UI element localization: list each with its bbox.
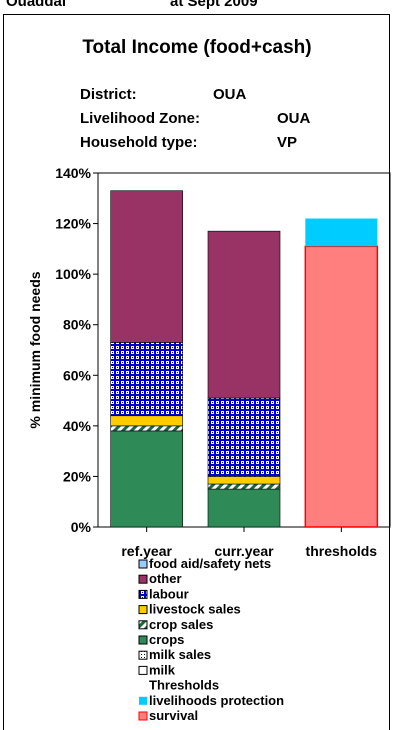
y-tick-label: 80%	[63, 317, 92, 333]
legend-swatch	[138, 711, 148, 721]
legend-label: milk	[149, 662, 176, 677]
bar-segment	[304, 245, 379, 528]
legend-swatch	[139, 696, 147, 705]
y-tick-label: 60%	[63, 367, 92, 383]
legend-swatch	[138, 650, 148, 660]
y-tick-label: 40%	[63, 418, 92, 434]
zone-label: Livelihood Zone:	[80, 110, 200, 127]
legend-label: labour	[149, 586, 189, 601]
chart-title: Total Income (food+cash)	[82, 37, 312, 58]
legend-label: survival	[149, 708, 198, 723]
y-tick-label: 20%	[63, 468, 92, 484]
legend-swatch	[138, 559, 148, 569]
category-label: thresholds	[306, 543, 378, 559]
legend-label: crop sales	[149, 617, 213, 632]
category-label: curr.year	[214, 543, 274, 559]
y-tick-label: 120%	[55, 216, 91, 232]
household-value: VP	[277, 134, 298, 151]
y-tick-label: 0%	[71, 519, 92, 535]
legend-label: livestock sales	[149, 602, 241, 617]
legend-label: other	[149, 571, 182, 586]
bar-segment	[207, 488, 281, 528]
district-label: District:	[80, 86, 137, 103]
header-fragment: Ouaddai at Sept 2009	[0, 0, 394, 13]
bar-segment	[110, 425, 183, 432]
bar-segment	[110, 415, 183, 427]
bar-segment	[110, 190, 183, 343]
legend-swatch	[138, 620, 148, 630]
legend-swatch	[138, 635, 148, 645]
y-tick-label: 140%	[55, 165, 91, 181]
legend-label: crops	[149, 632, 184, 647]
legend-label: milk sales	[149, 647, 211, 662]
bar-segment	[305, 218, 378, 247]
header-fragment-left: Ouaddai	[6, 0, 67, 10]
y-axis-label: % minimum food needs	[27, 271, 43, 428]
zone-value: OUA	[277, 110, 311, 127]
bar-segment	[207, 476, 281, 485]
household-label: Household type:	[80, 134, 198, 151]
bar-segment	[110, 342, 183, 417]
y-tick-label: 100%	[55, 266, 91, 282]
legend-label: livelihoods protection	[149, 693, 284, 708]
category-label: ref.year	[121, 543, 172, 559]
legend-swatch	[138, 665, 148, 675]
bar-segment	[207, 483, 281, 490]
legend-swatch	[138, 605, 148, 615]
legend-swatch	[138, 574, 148, 584]
district-value: OUA	[213, 86, 247, 103]
header-fragment-right: at Sept 2009	[170, 0, 258, 10]
legend-label: food aid/safety nets	[149, 556, 271, 571]
legend-swatch	[138, 589, 148, 599]
bar-segment	[110, 430, 183, 528]
legend-label: Thresholds	[149, 678, 219, 693]
bar-segment	[207, 230, 281, 399]
bar-segment	[207, 397, 281, 477]
